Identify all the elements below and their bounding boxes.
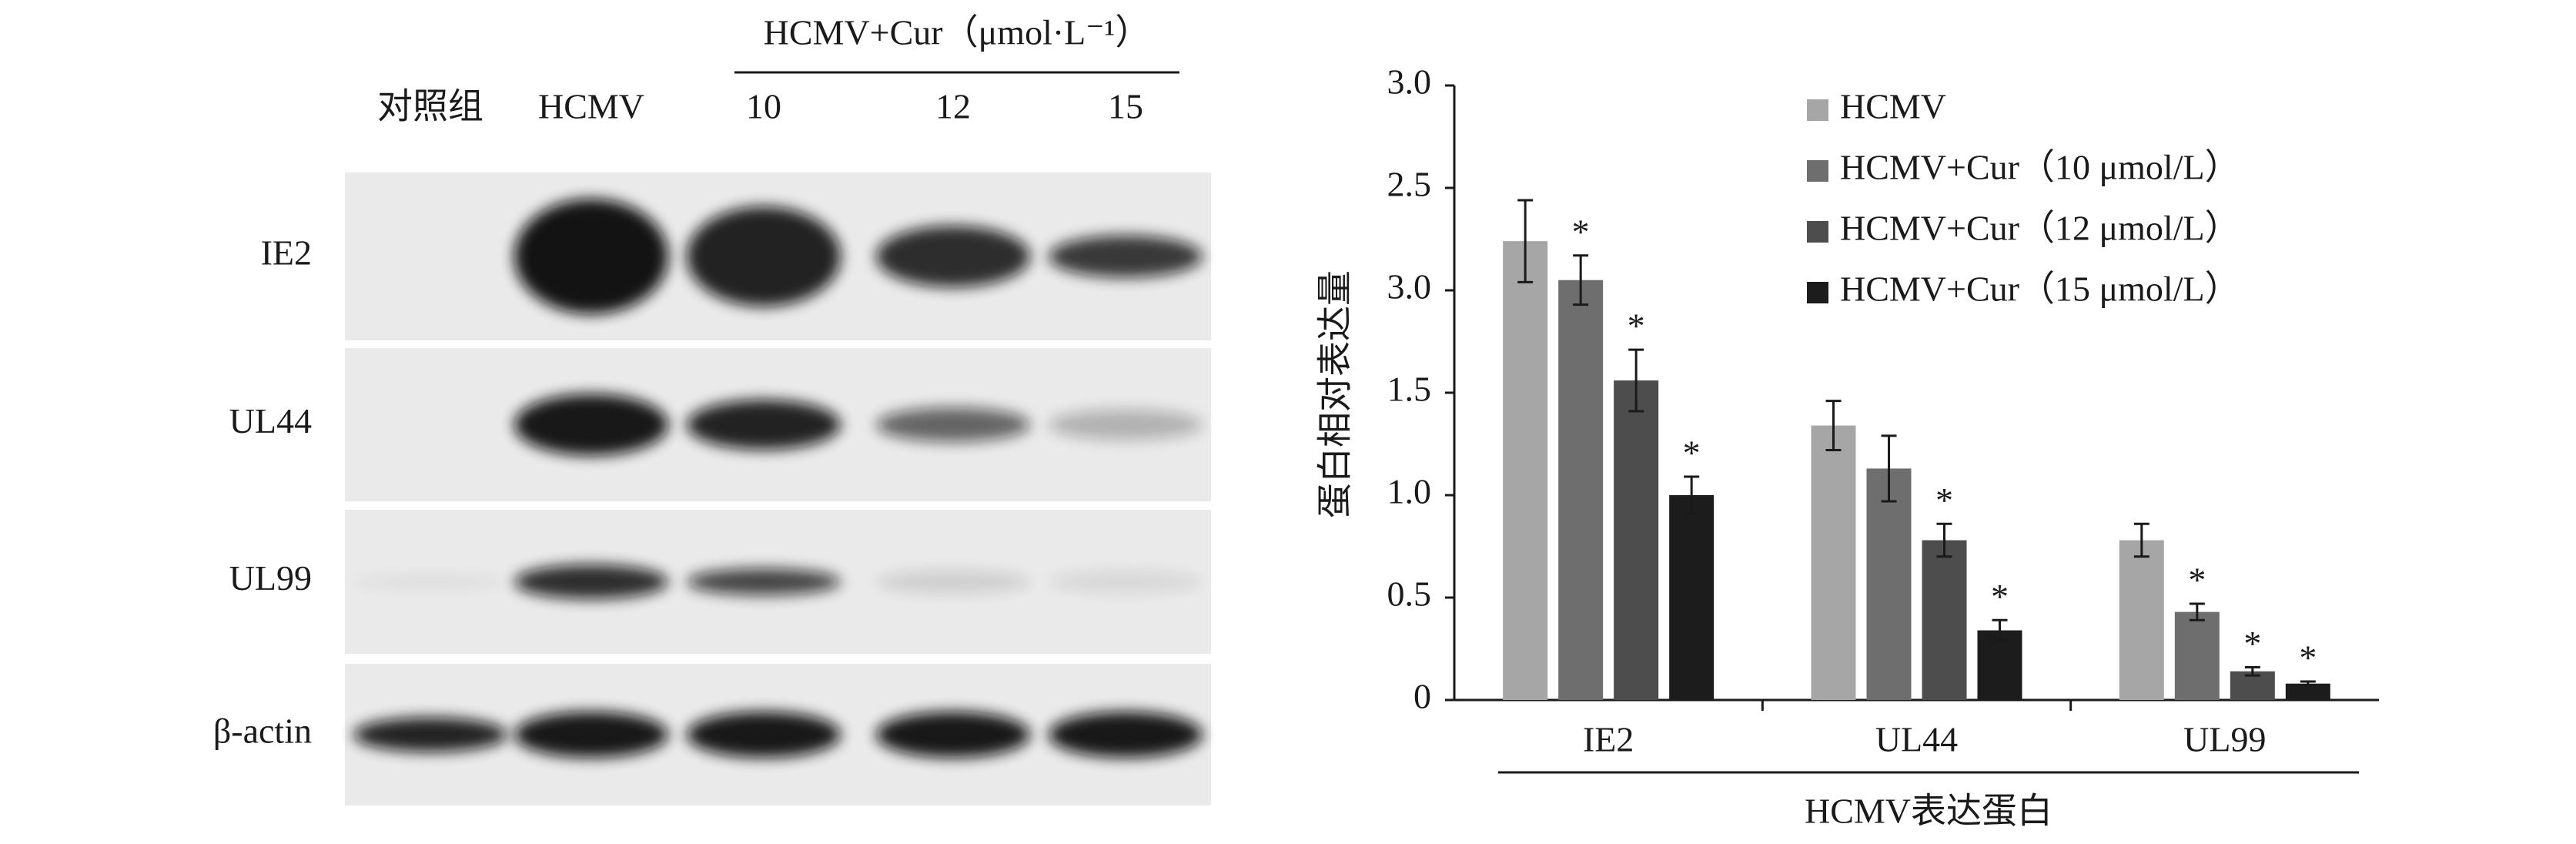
band [1049, 712, 1203, 758]
x-axis-label: HCMV表达蛋白 [1805, 792, 2052, 831]
y-tick-label: 0.5 [1387, 574, 1432, 614]
band [353, 717, 507, 752]
bar [1614, 380, 1659, 700]
legend-label: HCMV+Cur（15 μmol/L） [1840, 270, 2240, 309]
bar [1922, 540, 1967, 700]
error-bar [2189, 602, 2205, 621]
row-label: UL44 [229, 401, 312, 440]
y-tick-label: 3.0 [1387, 267, 1432, 306]
band [876, 570, 1030, 594]
band [687, 712, 841, 758]
y-tick-label: 1.5 [1387, 370, 1432, 409]
y-tick-label: 0 [1413, 677, 1431, 716]
error-bar [1992, 618, 2008, 642]
band [353, 574, 507, 590]
band [876, 712, 1030, 758]
bar [1811, 425, 1856, 700]
lane-label: HCMV [538, 87, 644, 126]
significance-mark: * [2243, 624, 2261, 663]
x-tick-label: UL99 [2183, 720, 2266, 759]
lane-label: 15 [1108, 87, 1143, 126]
band [1049, 409, 1203, 440]
bar [1558, 280, 1604, 700]
significance-mark: * [1628, 306, 1645, 346]
significance-mark: * [2299, 638, 2317, 678]
significance-mark: * [2188, 561, 2206, 600]
legend-label: HCMV+Cur（12 μmol/L） [1840, 209, 2240, 248]
bar [1503, 241, 1548, 700]
lane-label: 12 [935, 87, 971, 126]
legend-label: HCMV [1840, 87, 1946, 126]
legend-swatch [1807, 282, 1828, 303]
significance-mark: * [1572, 212, 1590, 251]
y-tick-label: 3.0 [1387, 62, 1432, 102]
band [514, 564, 668, 599]
band [514, 199, 668, 314]
lane-label: 对照组 [377, 87, 483, 126]
band [876, 226, 1030, 287]
error-bar [1936, 522, 1952, 558]
error-bar [1573, 254, 1589, 306]
error-bar [1825, 400, 1842, 451]
error-bar [2244, 665, 2260, 677]
band [1049, 235, 1203, 278]
bar [1669, 495, 1715, 700]
bar [2285, 683, 2330, 700]
error-bar [1881, 434, 1897, 503]
band [687, 206, 841, 306]
band [514, 394, 668, 456]
significance-mark: * [1991, 577, 2009, 616]
y-tick-label: 1.0 [1387, 472, 1432, 511]
bar [2174, 611, 2220, 700]
error-bar [1517, 199, 1534, 283]
bar [1977, 630, 2022, 700]
y-tick-label: 2.5 [1387, 165, 1432, 204]
band [876, 407, 1030, 442]
x-tick-label: UL44 [1875, 720, 1958, 759]
legend-swatch [1807, 99, 1828, 121]
row-label: IE2 [261, 233, 312, 273]
row-label: UL99 [229, 558, 312, 598]
band [1049, 570, 1203, 594]
band [514, 712, 668, 758]
band [687, 400, 841, 450]
error-bar [2300, 680, 2316, 687]
significance-mark: * [1935, 481, 1953, 520]
significance-mark: * [1683, 434, 1701, 473]
bar-chart: 0 0.5 1.0 1.5 3.0 2.5 3.0 IE2 UL44 UL99 HCMV * * HCMV… [1316, 62, 2379, 831]
row-label: β-actin [213, 712, 312, 751]
bar [2119, 540, 2164, 700]
blot-header: HCMV+Cur（μmol·L⁻¹） [764, 13, 1151, 52]
legend-swatch [1807, 221, 1828, 243]
legend-swatch [1807, 160, 1828, 182]
band [687, 568, 841, 595]
y-axis-label: 蛋白相对表达量 [1316, 270, 1355, 518]
lane-label: 10 [746, 87, 781, 126]
legend-label: HCMV+Cur（10 μmol/L） [1840, 148, 2240, 187]
bar [1866, 468, 1912, 700]
error-bar [1684, 475, 1700, 515]
error-bar [2133, 522, 2149, 558]
error-bar [1628, 348, 1644, 413]
western-blot: 对照组 HCMV 10 12 15 IE2 UL44 UL99 β-actin [213, 87, 1211, 805]
x-tick-label: IE2 [1583, 720, 1634, 759]
